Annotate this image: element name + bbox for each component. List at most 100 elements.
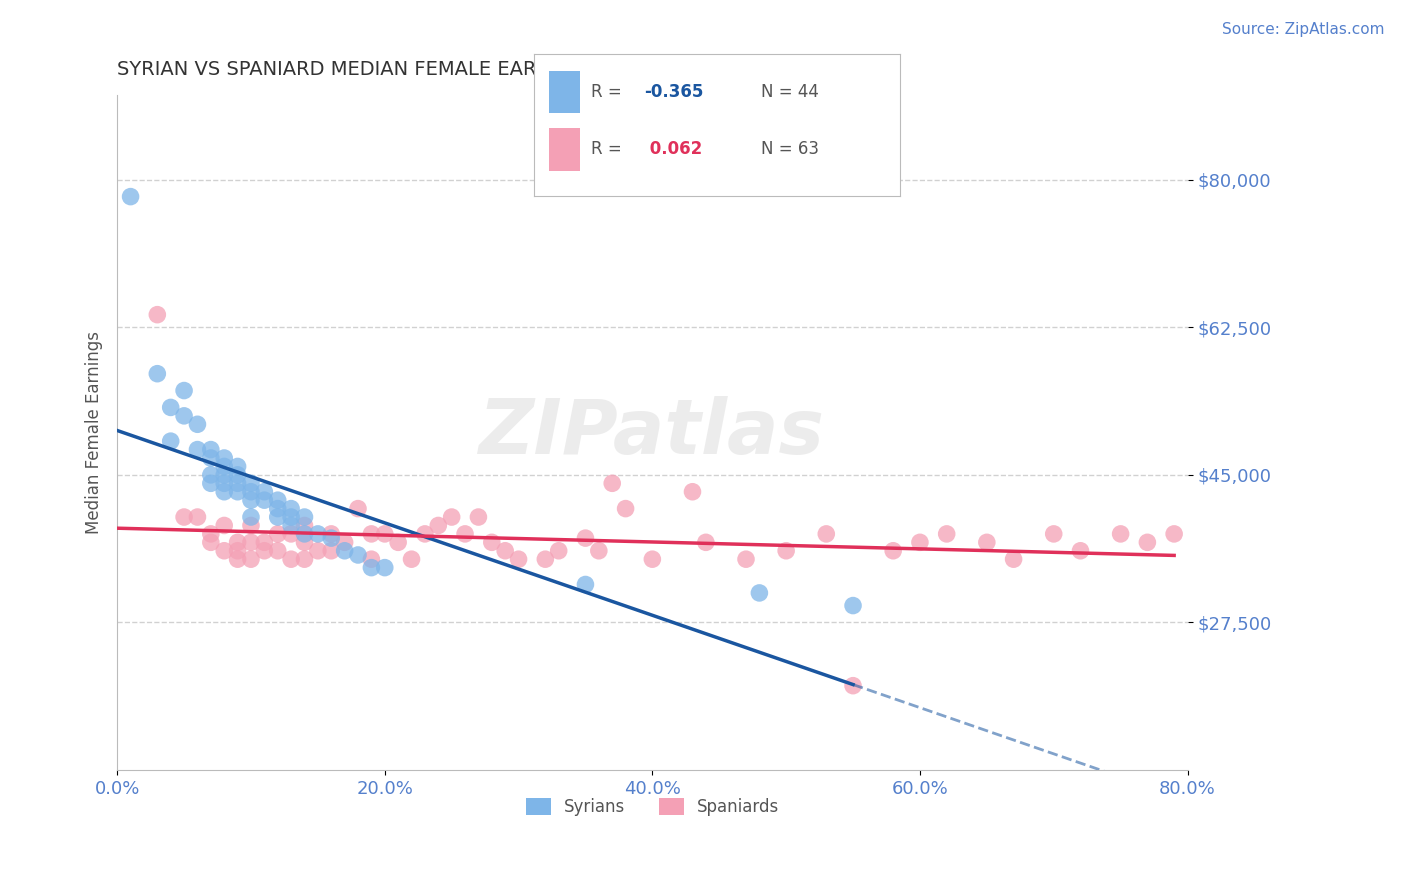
Point (1109, 527, 1132, 541)
Point (240, 535, 263, 549)
Point (374, 527, 396, 541)
Point (212, 450, 235, 465)
Point (347, 501, 370, 516)
Point (294, 510, 316, 524)
Point (212, 543, 235, 558)
Point (815, 527, 838, 541)
Point (253, 543, 276, 558)
Point (842, 679, 865, 693)
Point (173, 510, 195, 524)
Point (508, 552, 530, 566)
Point (321, 543, 343, 558)
Point (212, 518, 235, 533)
Point (360, 560, 382, 574)
Point (333, 543, 356, 558)
Point (267, 501, 290, 516)
Point (200, 467, 222, 482)
Point (908, 535, 931, 549)
Point (333, 535, 356, 549)
Point (294, 527, 316, 541)
Point (440, 510, 463, 524)
Point (240, 552, 263, 566)
Point (212, 467, 235, 482)
Point (280, 552, 302, 566)
Text: -0.365: -0.365 (644, 83, 703, 101)
Bar (548, 70, 579, 113)
Point (146, 367, 169, 381)
Point (200, 535, 222, 549)
Point (186, 442, 208, 457)
Point (200, 450, 222, 465)
Text: N = 63: N = 63 (761, 140, 818, 158)
Point (374, 560, 396, 574)
Point (253, 535, 276, 549)
Point (600, 476, 623, 491)
Point (614, 501, 637, 516)
Point (159, 401, 181, 415)
Point (775, 543, 797, 558)
Point (494, 543, 516, 558)
Text: Source: ZipAtlas.com: Source: ZipAtlas.com (1222, 22, 1385, 37)
Point (159, 434, 181, 449)
Point (240, 476, 263, 491)
Point (360, 552, 382, 566)
Y-axis label: Median Female Earnings: Median Female Earnings (86, 331, 103, 534)
Point (321, 531, 343, 545)
Point (427, 518, 450, 533)
Point (200, 476, 222, 491)
Point (695, 535, 717, 549)
Point (253, 493, 276, 508)
Point (212, 476, 235, 491)
Text: R =: R = (591, 140, 627, 158)
Point (360, 527, 382, 541)
Point (267, 510, 290, 524)
Point (842, 599, 865, 613)
Point (387, 535, 409, 549)
Point (547, 543, 569, 558)
Point (280, 501, 302, 516)
Text: 0.062: 0.062 (644, 140, 702, 158)
Point (481, 535, 503, 549)
Point (212, 484, 235, 499)
Point (212, 459, 235, 474)
Point (240, 518, 263, 533)
Point (226, 552, 249, 566)
Text: ZIPatlas: ZIPatlas (479, 396, 825, 470)
Point (120, 189, 142, 203)
Legend: Syrians, Spaniards: Syrians, Spaniards (519, 791, 786, 822)
Point (588, 543, 610, 558)
Point (574, 531, 596, 545)
Point (307, 543, 329, 558)
Point (200, 527, 222, 541)
Point (748, 586, 770, 600)
Point (267, 543, 290, 558)
Point (226, 543, 249, 558)
Point (226, 476, 249, 491)
Point (186, 417, 208, 432)
Point (280, 518, 302, 533)
Point (413, 527, 436, 541)
Point (321, 527, 343, 541)
Point (226, 535, 249, 549)
Bar (548, 128, 579, 170)
Point (1042, 527, 1064, 541)
Point (280, 527, 302, 541)
Point (240, 493, 263, 508)
Point (935, 527, 957, 541)
Point (574, 577, 596, 591)
Point (294, 535, 316, 549)
Text: SYRIAN VS SPANIARD MEDIAN FEMALE EARNINGS CORRELATION CHART: SYRIAN VS SPANIARD MEDIAN FEMALE EARNING… (117, 60, 815, 78)
Text: R =: R = (591, 83, 627, 101)
Point (253, 484, 276, 499)
Point (682, 484, 704, 499)
Point (173, 384, 195, 398)
Point (534, 552, 557, 566)
Text: N = 44: N = 44 (761, 83, 818, 101)
Point (240, 510, 263, 524)
Point (240, 484, 263, 499)
Point (294, 552, 316, 566)
Point (641, 552, 664, 566)
Point (976, 535, 998, 549)
Point (1163, 527, 1185, 541)
Point (173, 409, 195, 423)
